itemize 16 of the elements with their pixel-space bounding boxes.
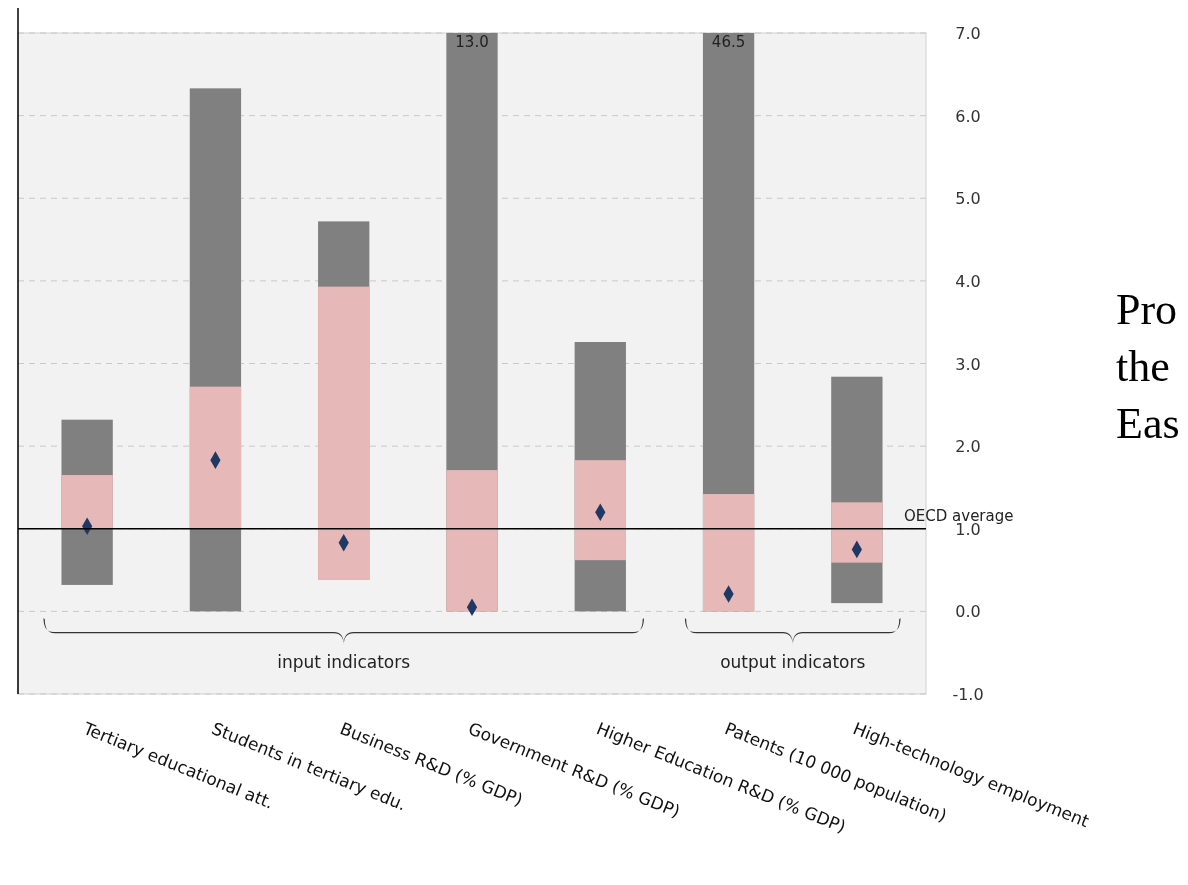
text: the <box>1116 342 1170 391</box>
y-tick-label: 0.0 <box>955 602 981 622</box>
text: Eas <box>1116 399 1180 448</box>
y-tick-label: 4.0 <box>955 271 981 291</box>
data-label: 46.5 <box>711 33 746 51</box>
annotation: input indicators <box>277 652 411 673</box>
y-tick-label: 6.0 <box>955 106 981 126</box>
y-tick-label: 5.0 <box>955 189 981 209</box>
text: Pro <box>1116 285 1178 334</box>
ref-line-label: OECD average <box>904 506 1014 525</box>
y-tick-label: 3.0 <box>955 354 981 374</box>
y-tick-label: 7.0 <box>955 24 981 43</box>
annotation: output indicators <box>720 652 866 673</box>
data-label: 13.0 <box>455 33 489 51</box>
y-tick-label: 2.0 <box>955 437 981 457</box>
y-tick-label: -1.0 <box>952 685 984 704</box>
